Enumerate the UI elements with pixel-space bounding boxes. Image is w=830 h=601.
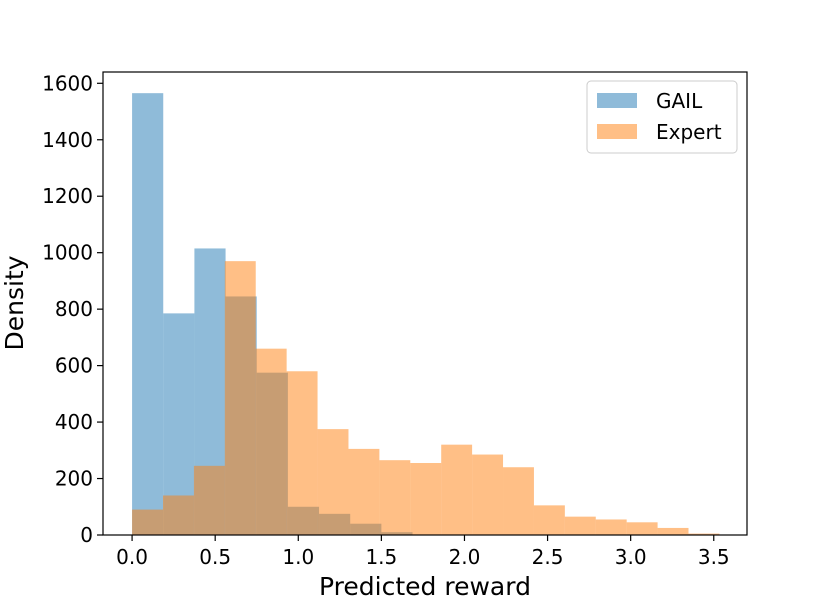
- y-tick-label: 800: [55, 297, 93, 321]
- bar-expert-16: [626, 522, 658, 535]
- x-axis-ticks: 0.0 0.5 1.0 1.5 2.0 2.5 3.0 3.5: [116, 535, 730, 569]
- bar-expert-4: [255, 348, 287, 535]
- bar-expert-2: [193, 465, 225, 535]
- y-tick-label: 200: [55, 467, 93, 491]
- x-tick-label: 2.5: [532, 545, 564, 569]
- histogram-bars: [132, 93, 720, 536]
- y-tick-label: 1400: [42, 128, 93, 152]
- x-tick-label: 3.5: [698, 545, 730, 569]
- y-tick-label: 600: [55, 354, 93, 378]
- x-tick-label: 1.0: [282, 545, 314, 569]
- y-tick-label: 1600: [42, 71, 93, 95]
- bar-expert-11: [472, 454, 504, 535]
- x-tick-label: 2.0: [449, 545, 481, 569]
- bar-expert-15: [595, 519, 627, 535]
- bar-expert-7: [348, 448, 380, 535]
- bar-expert-5: [286, 371, 318, 535]
- bar-expert-10: [441, 444, 473, 535]
- legend-label-gail: GAIL: [656, 89, 703, 113]
- y-tick-label: 1000: [42, 241, 93, 265]
- bar-expert-17: [657, 527, 689, 535]
- legend-swatch-gail: [597, 93, 637, 108]
- y-tick-label: 0: [80, 523, 93, 547]
- y-axis-title: Density: [0, 255, 29, 350]
- bar-expert-13: [533, 505, 565, 535]
- bar-expert-14: [564, 516, 596, 535]
- legend-label-expert: Expert: [656, 120, 722, 144]
- bar-expert-9: [410, 463, 442, 535]
- bar-expert-12: [503, 467, 534, 535]
- y-axis-ticks: 0 200 400 600 800 1000 1200 1400 1600: [42, 71, 103, 547]
- x-tick-label: 0.0: [116, 545, 148, 569]
- legend: GAIL Expert: [586, 80, 738, 154]
- y-tick-label: 400: [55, 410, 93, 434]
- bar-expert-0: [132, 509, 163, 535]
- y-tick-label: 1200: [42, 184, 93, 208]
- plot-frame: [102, 71, 748, 536]
- x-tick-label: 3.0: [615, 545, 647, 569]
- x-tick-label: 1.5: [365, 545, 397, 569]
- bar-expert-1: [163, 495, 194, 535]
- bar-expert-3: [224, 261, 256, 535]
- x-axis-title: Predicted reward: [319, 572, 531, 601]
- bar-expert-18: [688, 533, 720, 535]
- legend-swatch-expert: [597, 124, 637, 139]
- bar-expert-6: [317, 429, 349, 535]
- bar-expert-8: [379, 460, 411, 535]
- x-tick-label: 0.5: [199, 545, 231, 569]
- bar-gail-0: [132, 93, 164, 536]
